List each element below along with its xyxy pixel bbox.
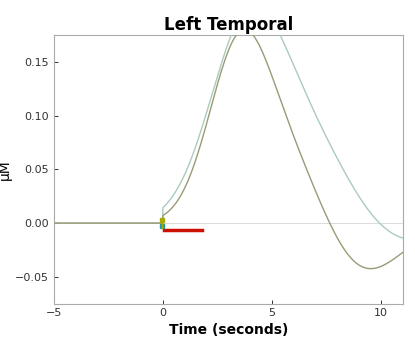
Y-axis label: μM: μM [0, 159, 12, 180]
X-axis label: Time (seconds): Time (seconds) [168, 323, 288, 337]
Title: Left Temporal: Left Temporal [164, 16, 293, 34]
